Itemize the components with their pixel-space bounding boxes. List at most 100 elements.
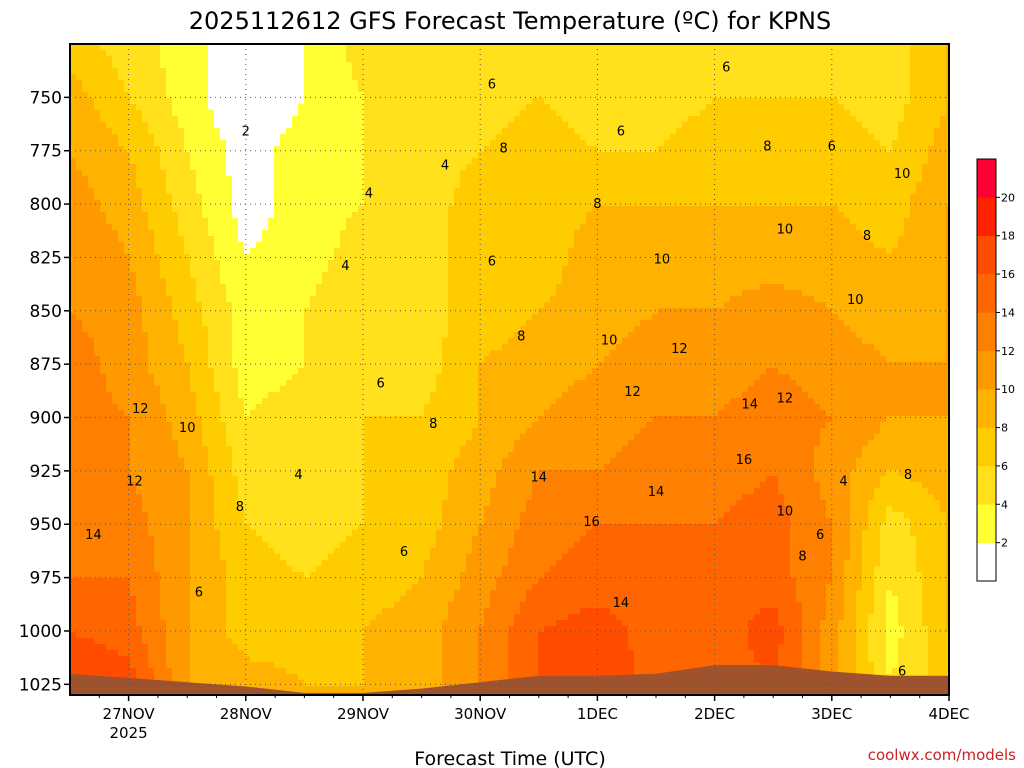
temperature-cell bbox=[268, 326, 275, 333]
temperature-cell bbox=[136, 224, 143, 231]
temperature-cell bbox=[268, 188, 275, 195]
temperature-cell bbox=[292, 314, 299, 321]
temperature-cell bbox=[214, 506, 221, 513]
temperature-cell bbox=[310, 422, 317, 429]
temperature-cell bbox=[262, 56, 269, 63]
temperature-cell bbox=[106, 206, 113, 213]
temperature-cell bbox=[262, 512, 269, 519]
temperature-cell bbox=[196, 92, 203, 99]
temperature-cell bbox=[250, 326, 257, 333]
temperature-cell bbox=[136, 638, 143, 645]
temperature-cell bbox=[172, 194, 179, 201]
temperature-cell bbox=[220, 662, 227, 669]
temperature-cell bbox=[76, 656, 83, 663]
temperature-cell bbox=[292, 362, 299, 369]
temperature-cell bbox=[340, 506, 347, 513]
temperature-cell bbox=[124, 302, 131, 309]
temperature-cell bbox=[154, 86, 161, 93]
temperature-cell bbox=[112, 122, 119, 129]
temperature-cell bbox=[250, 458, 257, 465]
temperature-cell bbox=[196, 218, 203, 225]
temperature-cell bbox=[172, 158, 179, 165]
temperature-cell bbox=[304, 236, 311, 243]
temperature-cell bbox=[274, 458, 281, 465]
temperature-cell bbox=[106, 494, 113, 501]
temperature-cell bbox=[82, 266, 89, 273]
temperature-cell bbox=[274, 80, 281, 87]
temperature-cell bbox=[322, 314, 329, 321]
temperature-cell bbox=[298, 656, 305, 663]
temperature-cell bbox=[118, 434, 125, 441]
temperature-cell bbox=[94, 350, 101, 357]
temperature-cell bbox=[190, 80, 197, 87]
temperature-cell bbox=[172, 170, 179, 177]
temperature-cell bbox=[250, 74, 257, 81]
temperature-cell bbox=[334, 614, 341, 621]
temperature-cell bbox=[160, 428, 167, 435]
temperature-cell bbox=[286, 128, 293, 135]
temperature-cell bbox=[316, 206, 323, 213]
temperature-cell bbox=[340, 158, 347, 165]
temperature-cell bbox=[304, 554, 311, 561]
temperature-cell bbox=[280, 290, 287, 297]
temperature-cell bbox=[118, 470, 125, 477]
temperature-cell bbox=[328, 218, 335, 225]
temperature-cell bbox=[184, 242, 191, 249]
temperature-cell bbox=[340, 554, 347, 561]
temperature-cell bbox=[214, 188, 221, 195]
temperature-cell bbox=[328, 656, 335, 663]
temperature-cell bbox=[112, 284, 119, 291]
temperature-cell bbox=[112, 68, 119, 75]
temperature-cell bbox=[106, 188, 113, 195]
temperature-cell bbox=[118, 302, 125, 309]
temperature-cell bbox=[298, 296, 305, 303]
temperature-cell bbox=[280, 320, 287, 327]
temperature-cell bbox=[322, 566, 329, 573]
temperature-cell bbox=[334, 116, 341, 123]
temperature-cell bbox=[172, 386, 179, 393]
temperature-cell bbox=[136, 542, 143, 549]
temperature-cell bbox=[244, 554, 251, 561]
temperature-cell bbox=[316, 404, 323, 411]
temperature-cell bbox=[292, 644, 299, 651]
temperature-cell bbox=[262, 380, 269, 387]
temperature-cell bbox=[196, 482, 203, 489]
temperature-cell bbox=[136, 158, 143, 165]
temperature-cell bbox=[88, 356, 95, 363]
temperature-cell bbox=[220, 320, 227, 327]
temperature-cell bbox=[244, 116, 251, 123]
temperature-cell bbox=[274, 524, 281, 531]
temperature-cell bbox=[124, 404, 131, 411]
temperature-cell bbox=[226, 410, 233, 417]
temperature-cell bbox=[196, 188, 203, 195]
temperature-cell bbox=[292, 368, 299, 375]
temperature-cell bbox=[238, 650, 245, 657]
temperature-cell bbox=[328, 122, 335, 129]
temperature-cell bbox=[328, 488, 335, 495]
temperature-cell bbox=[304, 134, 311, 141]
temperature-cell bbox=[160, 554, 167, 561]
temperature-cell bbox=[286, 398, 293, 405]
temperature-cell bbox=[334, 596, 341, 603]
temperature-cell bbox=[178, 356, 185, 363]
temperature-cell bbox=[220, 302, 227, 309]
temperature-cell bbox=[178, 206, 185, 213]
temperature-cell bbox=[274, 284, 281, 291]
temperature-cell bbox=[166, 98, 173, 105]
temperature-cell bbox=[226, 116, 233, 123]
temperature-cell bbox=[166, 650, 173, 657]
temperature-cell bbox=[280, 482, 287, 489]
temperature-cell bbox=[148, 326, 155, 333]
temperature-cell bbox=[178, 446, 185, 453]
temperature-cell bbox=[184, 122, 191, 129]
temperature-cell bbox=[136, 212, 143, 219]
temperature-cell bbox=[106, 104, 113, 111]
temperature-cell bbox=[244, 128, 251, 135]
temperature-cell bbox=[100, 638, 107, 645]
temperature-cell bbox=[316, 548, 323, 555]
temperature-cell bbox=[118, 236, 125, 243]
temperature-cell bbox=[142, 524, 149, 531]
temperature-cell bbox=[328, 668, 335, 675]
temperature-cell bbox=[292, 326, 299, 333]
temperature-cell bbox=[244, 386, 251, 393]
